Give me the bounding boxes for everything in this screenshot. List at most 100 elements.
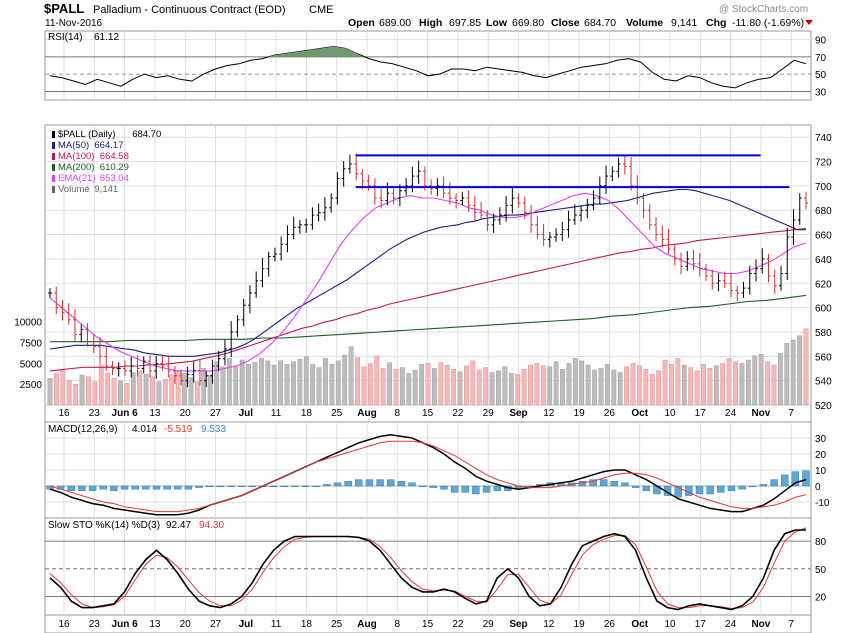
legend-swatch [52,131,55,138]
volume-tick-label: 2500 [20,380,43,391]
series-line-ma-50- [49,188,806,357]
volume-bar [733,361,738,406]
volume-tick-label: 10000 [14,318,42,329]
macd-histogram-bar [67,485,75,492]
x-tick-label: 23 [89,408,101,419]
x-tick-label-bottom: Nov [751,619,770,630]
volume-bar [124,383,130,406]
volume-bar [579,360,585,406]
volume-bar [297,358,303,406]
sto-tick-label: 80 [815,537,827,548]
macd-histogram-bar [706,485,714,495]
volume-bar [406,373,412,406]
volume-bar [483,367,489,406]
x-tick-label-bottom: 16 [58,619,70,630]
volume-bar [399,367,405,406]
macd-histogram-bar [770,479,778,487]
description: Palladium - Continuous Contract (EOD) [93,4,286,16]
volume-bar [259,358,264,406]
price-tick-label: 520 [815,401,832,412]
legend-swatch [52,175,55,182]
legend-swatch [52,186,55,193]
macd-histogram-bar [184,485,193,490]
volume-bar [662,359,668,406]
volume-bar [380,368,386,406]
ohlc-summary: Open 689.00 High 697.85 Low 669.80 Close… [348,17,813,29]
chg-value: -11.80 (-1.69%) [732,17,804,29]
volume-bar [720,363,726,406]
volume-bar [585,364,591,406]
macd-histogram-bar [291,485,299,488]
macd-histogram-bar [738,485,746,490]
volume-bar [528,364,533,406]
volume-value: 9,141 [671,17,697,29]
x-tick-label: 8 [395,408,401,419]
volume-bar [220,366,226,406]
volume-bar [329,363,335,406]
chg-label: Chg [706,17,726,29]
x-tick-label: Aug [357,408,376,419]
volume-bar [105,373,111,406]
macd-histogram-bar [493,485,501,492]
macd-histogram-bar [674,485,682,498]
macd-histogram-bar [88,485,97,492]
sto-k-value: 92.47 [166,520,191,531]
x-tick-label: 7 [788,408,794,419]
macd-histogram-bar [695,485,704,495]
volume-bar [374,355,380,406]
x-tick-label-bottom: 23 [89,619,101,630]
volume-bar [771,364,777,406]
macd-histogram-bar [791,471,800,487]
macd-histogram-bar [759,484,768,487]
volume-bar [412,369,418,406]
rsi-tick-label: 90 [815,36,827,47]
volume-bar [348,346,354,406]
volume-bar [316,367,322,406]
macd-histogram-bar [142,485,150,490]
high-value: 697.85 [449,17,481,29]
volume-bar [130,372,136,406]
volume-bar [214,361,219,406]
volume-bar [803,328,809,406]
legend-swatch [52,164,55,171]
volume-bar [73,383,79,406]
macd-hist-value: 9.533 [201,424,226,435]
macd-tick-label: 30 [815,434,827,445]
volume-bar [739,363,745,406]
x-tick-label: 18 [301,408,313,419]
close-label: Close [551,17,580,29]
volume-bar [162,378,168,406]
volume-bar [361,366,367,406]
x-tick-label-bottom: Jul [239,619,254,630]
macd-tick-label: 20 [815,450,827,461]
volume-bar [534,363,540,406]
macd-tick-label: -10 [815,498,830,509]
chart-marks: 16 16 23 23 Jun 6 Jun 6 13 13 20 20 27 27 Jul Jul 11 11… [14,31,832,630]
macd-histogram-bar [78,485,86,492]
macd-histogram-bar [482,485,491,493]
volume-bar [681,364,687,406]
x-tick-label: 26 [604,408,616,419]
volume-bar [60,369,66,406]
volume-bar [765,361,770,406]
volume-bar [777,353,783,406]
x-tick-label: 15 [422,408,434,419]
x-tick-label-bottom: 24 [725,619,737,630]
volume-bar [169,374,175,406]
volume-bar [489,372,495,406]
x-tick-label-bottom: 25 [331,619,343,630]
x-tick-label: Oct [631,408,648,419]
legend-name: MA(100) [58,151,94,162]
volume-bar [118,380,123,406]
down-arrow-icon [805,20,813,25]
volume-bar [303,356,309,406]
volume-bar [252,362,258,406]
volume-bar [547,366,553,406]
legend-value: 610.29 [100,162,129,173]
volume-bar [425,363,431,406]
x-tick-label-bottom: 15 [422,619,434,630]
close-value: 684.70 [584,17,616,29]
volume-bar [784,343,790,406]
volume-bar [675,358,681,406]
